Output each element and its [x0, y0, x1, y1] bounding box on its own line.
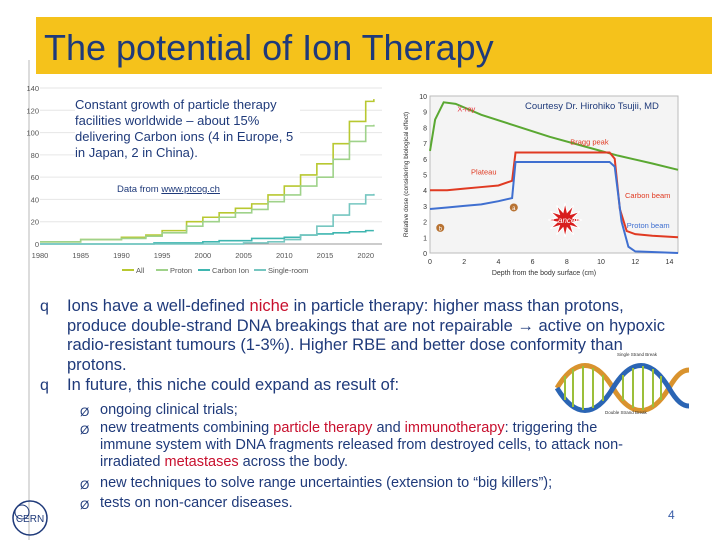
dose-y-tick: 7 — [423, 141, 427, 148]
growth-x-tick: 2005 — [235, 251, 252, 260]
data-source-link[interactable]: www.ptcog.ch — [161, 184, 220, 195]
sub-bullet-2: new treatments combining particle therap… — [100, 420, 640, 471]
bullet-2: In future, this niche could expand as re… — [67, 376, 400, 394]
dose-y-tick: 10 — [419, 94, 427, 101]
marker-b-icon — [436, 223, 445, 232]
plateau-label: Plateau — [471, 168, 496, 177]
b1-pre: Ions have a well-defined — [67, 297, 250, 315]
growth-y-tick: 100 — [26, 129, 39, 138]
dose-x-tick: 4 — [496, 259, 500, 266]
dose-y-tick: 6 — [423, 157, 427, 164]
s2-pre: new treatments combining — [100, 420, 274, 436]
s2-post: across the body. — [238, 454, 348, 470]
dose-y-tick: 0 — [423, 251, 427, 258]
dose-y-axis-label: Relative dose (considering biological ef… — [403, 112, 410, 237]
growth-x-tick: 2010 — [276, 251, 293, 260]
dose-y-tick: 8 — [423, 125, 427, 132]
growth-legend-label: All — [136, 266, 145, 275]
dose-x-tick: 0 — [428, 259, 432, 266]
s2-and: and — [372, 420, 405, 436]
bullet-icon: q — [40, 377, 49, 394]
dna-illustration: Single Strand Break Double Strand Break — [555, 352, 690, 415]
dose-x-axis-label: Depth from the body surface (cm) — [492, 270, 596, 277]
dose-x-tick: 14 — [666, 259, 674, 266]
bullet-icon: q — [40, 298, 49, 315]
growth-x-tick: 2015 — [317, 251, 334, 260]
b1-niche: niche — [249, 297, 289, 315]
growth-x-tick: 1980 — [32, 251, 49, 260]
dose-series-line — [430, 151, 679, 239]
growth-legend-label: Single-room — [268, 266, 308, 275]
sub-bullet-4: tests on non-cancer diseases. — [100, 495, 293, 511]
growth-y-tick: 60 — [31, 173, 39, 182]
left-divider — [28, 60, 30, 540]
logo-text: CERN — [16, 514, 44, 525]
growth-y-tick: 140 — [26, 84, 39, 93]
growth-x-tick: 1985 — [72, 251, 89, 260]
marker-b-label: b — [439, 226, 443, 232]
growth-x-tick: 2020 — [357, 251, 374, 260]
sub-bullet-1: ongoing clinical trials; — [100, 402, 238, 418]
bragg-peak-label: Bragg peak — [570, 138, 609, 147]
growth-y-tick: 20 — [31, 218, 39, 227]
arrow-bullet-icon: Ø — [80, 478, 90, 492]
growth-chart: 0 20 40 60 80 100 120 140 1980 1985 1990 1995 2000 20… — [26, 84, 382, 275]
dose-y-tick: 2 — [423, 220, 427, 227]
s2-immuno: immunotherapy — [404, 420, 505, 436]
growth-y-tick: 120 — [26, 106, 39, 115]
s2-mid: : triggering the immune system with DNA … — [100, 420, 624, 470]
growth-series-line — [40, 193, 375, 245]
growth-series-line — [40, 229, 374, 245]
marker-a-icon — [509, 203, 518, 212]
growth-y-tick: 0 — [35, 240, 39, 249]
b1-post: in particle therapy: higher mass than pr… — [67, 297, 666, 374]
growth-y-tick: 40 — [31, 195, 39, 204]
growth-x-tick: 1990 — [113, 251, 130, 260]
page-number: 4 — [668, 508, 675, 522]
dose-y-tick: 1 — [423, 235, 427, 242]
title-bar: The potential of Ion Therapy — [36, 17, 712, 74]
cancer-label: Cancer — [552, 216, 578, 225]
growth-y-tick: 80 — [31, 151, 39, 160]
growth-note: Constant growth of particle therapy faci… — [75, 97, 300, 161]
dose-x-tick: 12 — [631, 259, 639, 266]
sub-bullet-3: new techniques to solve range uncertaint… — [100, 475, 553, 491]
growth-legend-label: Carbon Ion — [212, 266, 249, 275]
dose-series-line — [429, 101, 679, 171]
dose-series-line — [429, 160, 679, 254]
growth-series-line — [40, 124, 375, 243]
cern-logo: CERN — [12, 500, 48, 536]
arrow-bullet-icon: Ø — [80, 405, 90, 419]
cancer-icon — [548, 202, 583, 238]
carbon-beam-label: Carbon beam — [625, 191, 670, 200]
growth-x-tick: 2000 — [195, 251, 212, 260]
data-source: Data from www.ptcog.ch — [117, 184, 220, 195]
marker-a-label: a — [512, 206, 516, 212]
xray-label: X-ray — [457, 105, 475, 114]
courtesy-text: Courtesy Dr. Hirohiko Tsujii, MD — [525, 101, 659, 112]
dna-double-label: Double Strand Break — [605, 410, 648, 415]
dose-x-tick: 10 — [597, 259, 605, 266]
data-source-prefix: Data from — [117, 184, 162, 195]
dose-x-tick: 6 — [531, 259, 535, 266]
dose-x-tick: 8 — [565, 259, 569, 266]
bullet-1: Ions have a well-defined niche in partic… — [67, 297, 667, 375]
dose-x-tick: 2 — [462, 259, 466, 266]
dna-helix — [555, 363, 690, 413]
arrow-bullet-icon: Ø — [80, 498, 90, 512]
page-title: The potential of Ion Therapy — [44, 27, 494, 68]
dna-single-label: Single Strand Break — [617, 352, 658, 357]
arrow-bullet-icon: Ø — [80, 423, 90, 437]
s2-meta: metastases — [164, 454, 239, 470]
dose-y-tick: 5 — [423, 173, 427, 180]
dose-y-tick: 4 — [423, 188, 427, 195]
dose-y-tick: 3 — [423, 204, 427, 211]
proton-beam-label: Proton beam — [627, 221, 670, 230]
dose-y-tick: 9 — [423, 110, 427, 117]
growth-x-tick: 1995 — [154, 251, 171, 260]
growth-legend-label: Proton — [170, 266, 192, 275]
s2-pt: particle therapy — [273, 420, 373, 436]
